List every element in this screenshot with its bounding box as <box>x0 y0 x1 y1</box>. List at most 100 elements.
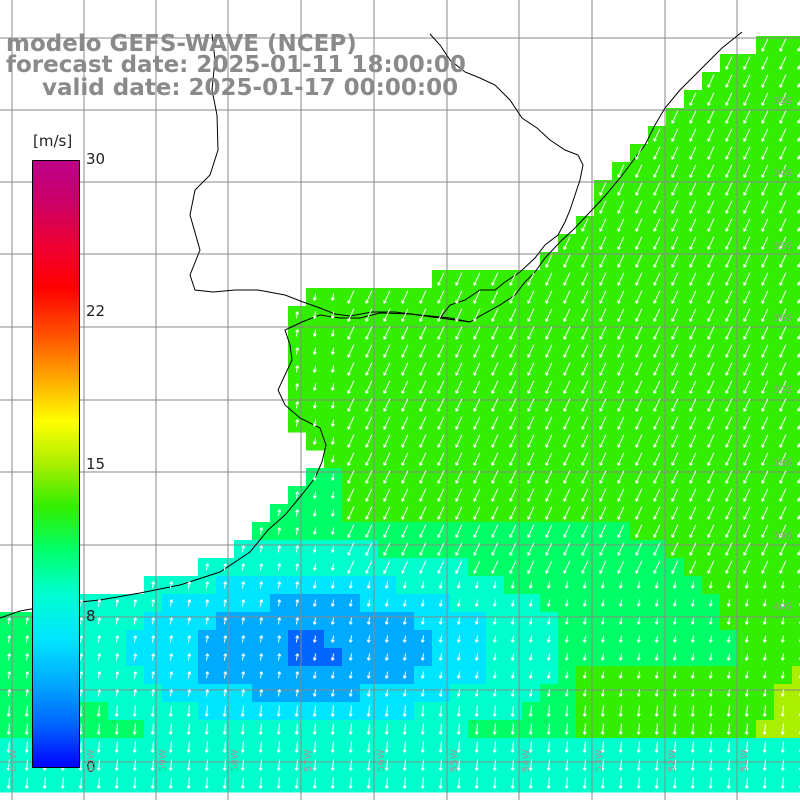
wind-arrow <box>419 470 427 484</box>
speed-cell <box>792 216 800 235</box>
wind-arrow <box>672 689 677 697</box>
wind-arrow <box>708 777 713 789</box>
lon-label: 52W <box>667 749 678 772</box>
wind-arrow <box>617 362 625 376</box>
wind-arrow <box>743 344 751 358</box>
wind-arrow <box>330 653 335 661</box>
wind-arrow <box>762 581 767 589</box>
wind-arrow <box>707 272 715 286</box>
wind-arrow <box>312 563 317 571</box>
wind-arrow <box>527 362 535 376</box>
wind-arrow <box>383 470 391 484</box>
wind-arrow <box>151 671 156 679</box>
wind-arrow <box>564 705 569 717</box>
wind-arrow <box>312 473 317 481</box>
wind-arrow <box>671 326 679 340</box>
wind-arrow <box>743 524 751 538</box>
wind-arrow <box>653 506 661 520</box>
wind-arrow <box>133 635 138 643</box>
wind-arrow <box>617 272 625 286</box>
wind-arrow <box>725 434 733 448</box>
wind-arrow <box>600 705 605 717</box>
wind-arrow <box>223 653 228 661</box>
wind-arrow <box>779 362 787 376</box>
wind-arrow <box>419 506 427 520</box>
wind-arrow <box>564 741 569 753</box>
wind-arrow <box>330 563 335 571</box>
wind-arrow <box>780 723 785 735</box>
wind-arrow <box>617 434 625 448</box>
wind-arrow <box>671 452 679 466</box>
wind-arrow <box>726 617 731 625</box>
wind-arrow <box>383 398 391 412</box>
wind-arrow <box>420 759 425 771</box>
wind-arrow <box>419 434 427 448</box>
wind-arrow <box>456 723 461 735</box>
wind-arrow <box>223 581 228 589</box>
wind-arrow <box>150 705 155 717</box>
wind-arrow <box>599 542 607 556</box>
wind-arrow <box>312 599 317 607</box>
wind-arrow <box>779 182 787 196</box>
wind-arrow <box>365 344 373 358</box>
wind-arrow <box>545 506 553 520</box>
wind-arrow <box>581 560 589 574</box>
wind-arrow <box>420 777 425 789</box>
wind-arrow <box>618 581 623 589</box>
wind-arrow <box>295 689 300 697</box>
wind-arrow <box>527 470 535 484</box>
wind-arrow <box>295 635 300 643</box>
wind-arrow <box>725 524 733 538</box>
wind-arrow <box>654 741 659 753</box>
wind-arrow <box>437 398 445 412</box>
wind-arrow <box>204 777 209 789</box>
wind-arrow <box>509 398 517 412</box>
lon-label: 57W <box>303 749 314 772</box>
wind-arrow <box>545 344 553 358</box>
wind-arrow <box>671 434 679 448</box>
speed-cell <box>792 198 800 217</box>
wind-arrow <box>761 74 769 88</box>
wind-arrow <box>240 759 245 771</box>
wind-arrow <box>7 671 12 679</box>
wind-arrow <box>725 560 733 574</box>
wind-arrow <box>689 182 697 196</box>
wind-arrow <box>797 369 800 376</box>
wind-arrow <box>527 272 535 286</box>
wind-arrow <box>384 741 389 753</box>
wind-arrow <box>707 506 715 520</box>
wind-arrow <box>762 777 767 789</box>
wind-arrow <box>241 671 246 679</box>
wind-arrow <box>671 254 679 268</box>
wind-arrow <box>672 617 677 625</box>
wind-arrow <box>761 218 769 232</box>
wind-arrow <box>348 635 353 643</box>
wind-arrow <box>420 599 425 607</box>
wind-arrow <box>618 653 623 661</box>
wind-arrow <box>726 671 731 679</box>
wind-arrow <box>384 653 389 661</box>
wind-arrow <box>582 705 587 717</box>
wind-arrow <box>779 308 787 322</box>
wind-arrow <box>312 617 317 625</box>
speed-cell <box>792 108 800 127</box>
wind-arrow <box>671 416 679 430</box>
wind-arrow <box>636 759 641 771</box>
wind-arrow <box>133 599 138 607</box>
wind-arrow <box>689 308 697 322</box>
wind-arrow <box>491 308 499 322</box>
wind-arrow <box>456 741 461 753</box>
wind-arrow <box>205 617 210 625</box>
wind-arrow <box>635 524 643 538</box>
wind-arrow <box>114 759 119 771</box>
wind-arrow <box>456 599 461 607</box>
wind-arrow <box>545 326 553 340</box>
wind-arrow <box>617 218 625 232</box>
wind-arrow <box>797 117 800 124</box>
wind-arrow <box>169 635 174 643</box>
wind-arrow <box>365 380 373 394</box>
wind-arrow <box>473 398 481 412</box>
wind-arrow <box>599 254 607 268</box>
wind-arrow <box>348 617 353 625</box>
